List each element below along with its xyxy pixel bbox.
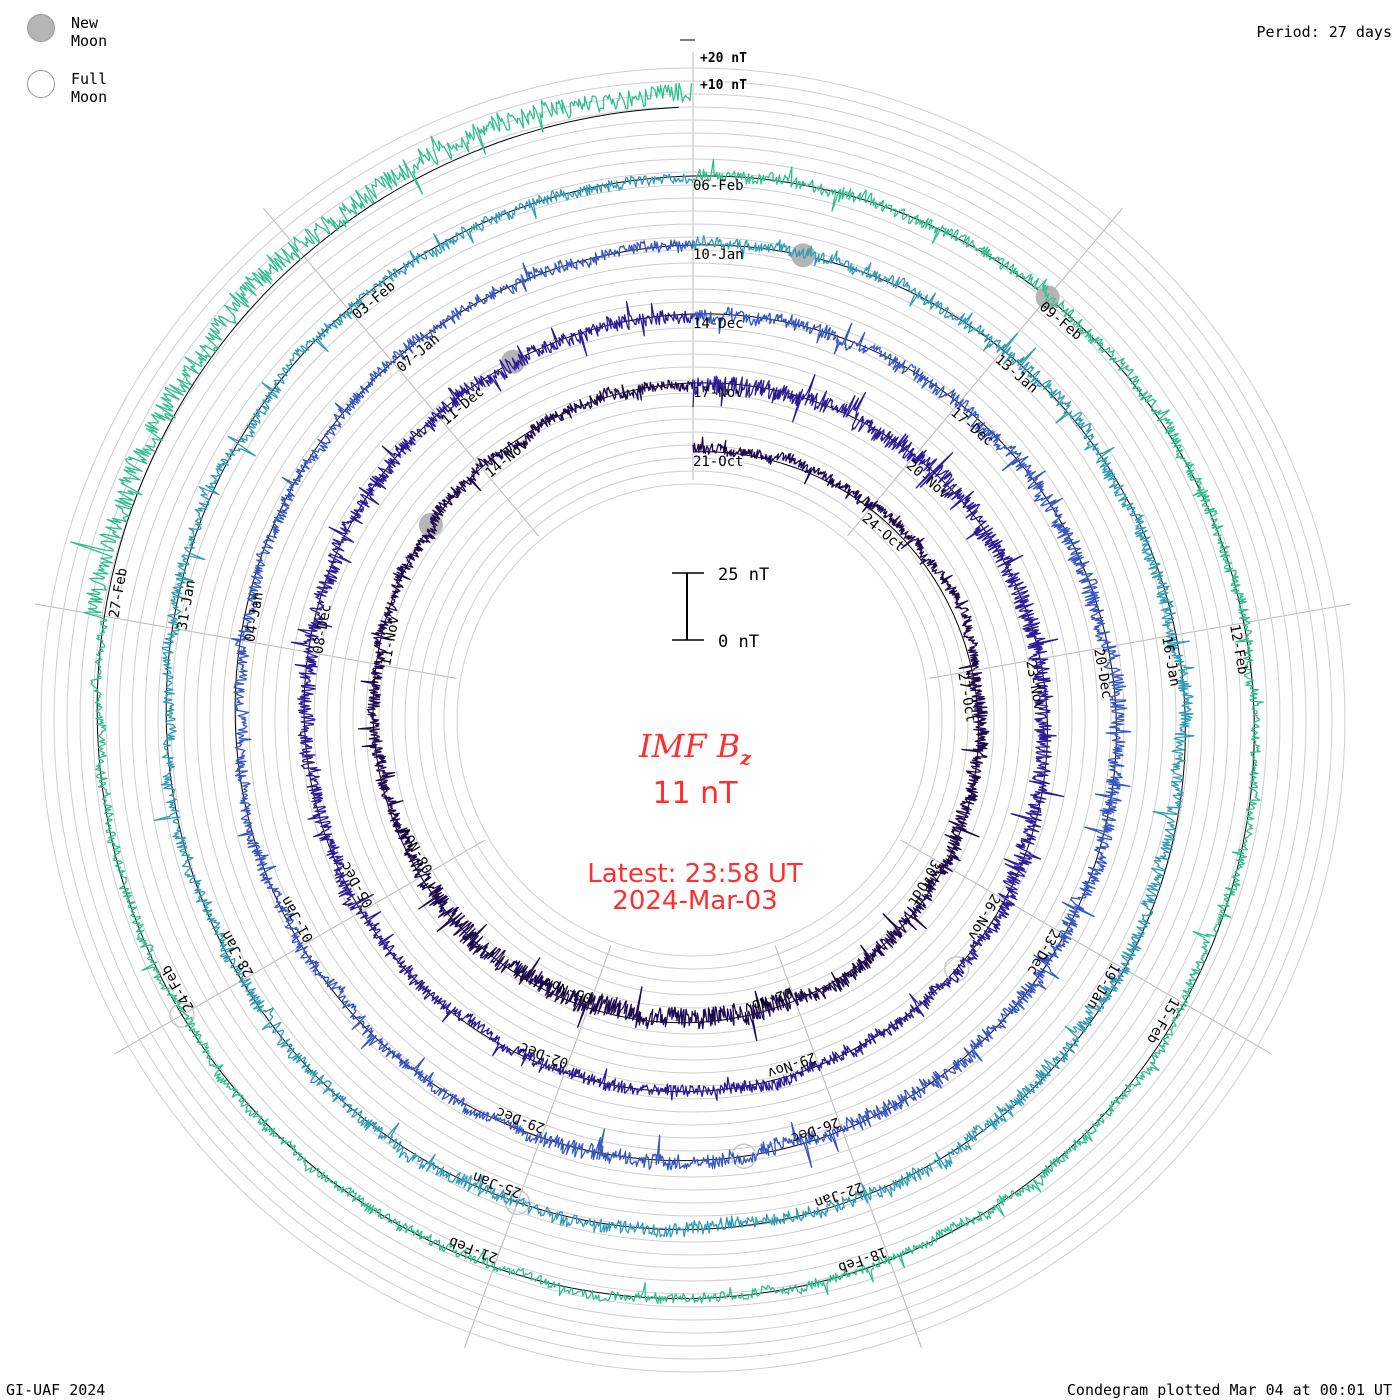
chart-title-subscript: z [740, 747, 752, 770]
full-moon-marker-1 [943, 956, 970, 982]
grid-ring-14 [274, 301, 1112, 1139]
grid-ring-29 [79, 106, 1307, 1334]
grid-ring-9 [339, 366, 1047, 1074]
date-label-27: 10-Jan [693, 247, 744, 263]
series-line-4 [70, 82, 1264, 1305]
grid-spoke-5 [464, 945, 612, 1348]
period-label: Period: 27 days [1256, 23, 1392, 41]
series-line-1 [290, 300, 1065, 1101]
grid-ring-4 [404, 431, 982, 1009]
date-label-18: 14-Dec [693, 316, 744, 332]
legend-new-moon-label: New Moon [71, 14, 108, 50]
scale-bar: 25 nT 0 nT [672, 565, 769, 652]
date-label-37: 09-Feb [1036, 299, 1085, 344]
grid-spoke-1 [846, 207, 1123, 537]
full-moon-icon [27, 70, 55, 98]
grid-ring-2 [430, 457, 956, 983]
grid-ring-18 [222, 249, 1164, 1191]
scale-label-20: +20 nT [700, 51, 747, 66]
chart-title-main: IMF B [638, 727, 741, 765]
chart-title: IMF Bz [0, 727, 1390, 769]
grid-ring-23 [157, 184, 1229, 1256]
grid-ring-30 [66, 93, 1320, 1347]
new-moon-icon [27, 14, 55, 42]
date-label-9: 17-Nov [693, 385, 744, 401]
grid-ring-19 [209, 236, 1177, 1204]
grid-ring-32 [40, 67, 1346, 1373]
grid-spoke-2 [929, 603, 1351, 679]
date-label-41: 21-Feb [447, 1233, 500, 1265]
grid-ring-16 [248, 275, 1138, 1165]
grid-spoke-4 [774, 945, 922, 1348]
zero-lines [96, 106, 1255, 1300]
date-label-36: 06-Feb [693, 178, 744, 194]
footer-credit: GI-UAF 2024 [6, 1381, 106, 1399]
series-line-0 [357, 379, 990, 1042]
current-value: 11 nT [652, 776, 738, 811]
series-line-2 [230, 239, 1132, 1171]
grid-ring-0 [456, 483, 930, 957]
grid-ring-5 [391, 418, 995, 1022]
scale-label-10: +10 nT [700, 78, 747, 93]
zero-line-0 [372, 382, 980, 1024]
grid-ring-24 [144, 171, 1242, 1269]
latest-date: 2024-Mar-03 [612, 886, 778, 916]
date-label-43: 27-Feb [106, 567, 131, 620]
zero-line-4 [96, 106, 1255, 1300]
date-label-11: 23-Nov [1022, 659, 1047, 712]
grid-ring-10 [326, 353, 1060, 1087]
scale-labels: +20 nT +10 nT [680, 39, 747, 93]
latest-time: Latest: 23:58 UT [587, 859, 803, 889]
date-label-28: 13-Jan [992, 352, 1041, 397]
grid-ring-17 [235, 262, 1151, 1178]
footer-timestamp: Condegram plotted Mar 04 at 00:01 UT [1066, 1381, 1392, 1399]
grid-spoke-8 [263, 207, 540, 537]
scale-bar-bottom-label: 0 nT [718, 632, 759, 652]
grid-spoke-7 [35, 603, 457, 679]
full-moon-marker-7 [169, 1002, 195, 1028]
scale-bar-top-label: 25 nT [718, 565, 769, 585]
date-label-0: 21-Oct [693, 454, 744, 470]
grid-ring-31 [53, 80, 1333, 1360]
grid-ring-12 [300, 327, 1086, 1113]
grid-spoke-3 [900, 839, 1272, 1055]
grid-ring-26 [118, 145, 1268, 1295]
date-label-25: 04-Jan [242, 591, 267, 644]
series-line-3 [153, 173, 1195, 1238]
date-label-7: 11-Nov [378, 615, 403, 668]
grid-ring-28 [92, 119, 1294, 1321]
grid-ring-27 [105, 132, 1281, 1308]
date-label-1: 24-Oct [859, 510, 908, 555]
series-lines [70, 82, 1264, 1305]
legend-full-moon-label: Full Moon [71, 70, 108, 106]
grid-ring-7 [365, 392, 1021, 1048]
grid-ring-1 [443, 470, 943, 970]
date-label-20: 20-Dec [1090, 647, 1115, 700]
